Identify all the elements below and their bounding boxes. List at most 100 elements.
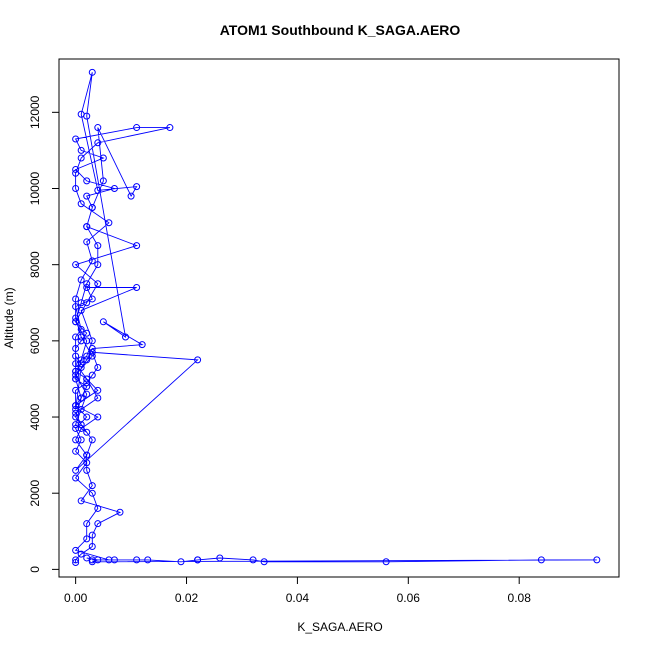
data-point (83, 383, 91, 391)
data-point (72, 169, 80, 177)
data-point (77, 154, 85, 162)
data-point (72, 474, 80, 482)
data-point (144, 556, 152, 564)
y-tick-label: 2000 (28, 480, 42, 507)
x-tick-label: 0.04 (286, 591, 310, 605)
data-point (83, 459, 91, 467)
data-point (72, 303, 80, 311)
y-tick-label: 8000 (28, 251, 42, 278)
data-point (72, 367, 80, 375)
data-point (83, 238, 91, 246)
data-point (94, 504, 102, 512)
y-tick-label: 10000 (28, 171, 42, 205)
data-point (166, 124, 174, 132)
data-point (94, 242, 102, 250)
y-tick-label: 12000 (28, 95, 42, 129)
y-tick-label: 6000 (28, 327, 42, 354)
y-axis-label: Altitude (m) (2, 287, 16, 348)
data-point (83, 223, 91, 231)
data-point (77, 436, 85, 444)
chart-title: ATOM1 Southbound K_SAGA.AERO (220, 22, 461, 38)
x-axis-label: K_SAGA.AERO (297, 620, 382, 634)
data-point (94, 520, 102, 528)
data-point (83, 329, 91, 337)
data-point (94, 280, 102, 288)
data-point (72, 402, 80, 410)
data-point (83, 280, 91, 288)
data-point (194, 556, 202, 564)
data-point (110, 556, 118, 564)
data-point (83, 428, 91, 436)
data-point (83, 413, 91, 421)
data-point (88, 531, 96, 539)
y-axis: 0 2000 4000 6000 8000 10000 12000 (28, 95, 60, 573)
data-point (88, 344, 96, 352)
data-point (88, 482, 96, 490)
data-point (94, 124, 102, 132)
x-tick-label: 0.02 (175, 591, 199, 605)
data-point (83, 192, 91, 200)
data-point (88, 371, 96, 379)
data-point (72, 295, 80, 303)
data-point (122, 333, 130, 341)
data-point (99, 154, 107, 162)
data-point (72, 165, 80, 173)
data-point (77, 364, 85, 372)
data-point (77, 306, 85, 314)
data-point (72, 559, 80, 567)
x-tick-label: 0.06 (397, 591, 421, 605)
y-tick-label: 4000 (28, 403, 42, 430)
series-line (74, 72, 597, 563)
data-point (83, 390, 91, 398)
data-point (72, 466, 80, 474)
data-point (537, 556, 545, 564)
data-point (72, 546, 80, 554)
data-point (88, 348, 96, 356)
data-point (72, 318, 80, 326)
data-point (94, 413, 102, 421)
data-point (72, 413, 80, 421)
data-point (77, 146, 85, 154)
data-point (72, 447, 80, 455)
data-point (77, 299, 85, 307)
data-point (88, 257, 96, 265)
data-point (77, 497, 85, 505)
data-point (88, 337, 96, 345)
data-point (94, 261, 102, 269)
data-point (110, 185, 118, 192)
x-axis: 0.00 0.02 0.04 0.06 0.08 (64, 576, 532, 605)
data-point (133, 556, 141, 564)
data-point (88, 489, 96, 497)
data-point (72, 371, 80, 379)
y-tick-label: 0 (28, 566, 42, 573)
data-point (94, 364, 102, 372)
data-point (133, 124, 141, 132)
data-point (138, 341, 146, 349)
data-point (72, 375, 80, 383)
data-point (88, 68, 96, 76)
data-point (77, 550, 85, 558)
data-point (249, 556, 257, 564)
data-point (72, 360, 80, 368)
data-point (194, 356, 202, 364)
data-point (94, 139, 102, 147)
data-point (88, 295, 96, 303)
data-point (94, 186, 102, 194)
data-point (99, 318, 107, 326)
data-point (94, 386, 102, 394)
x-tick-label: 0.08 (508, 591, 532, 605)
data-point (72, 409, 80, 417)
data-point (83, 284, 91, 292)
data-point (72, 556, 80, 564)
data-point (72, 344, 80, 352)
data-point (83, 554, 91, 562)
data-point (77, 276, 85, 284)
data-point (127, 192, 135, 200)
data-point (133, 183, 141, 191)
data-point (382, 558, 390, 566)
data-point (99, 177, 107, 185)
data-point (72, 386, 80, 394)
data-point (83, 112, 91, 120)
data-point (72, 185, 80, 192)
data-point (77, 421, 85, 429)
